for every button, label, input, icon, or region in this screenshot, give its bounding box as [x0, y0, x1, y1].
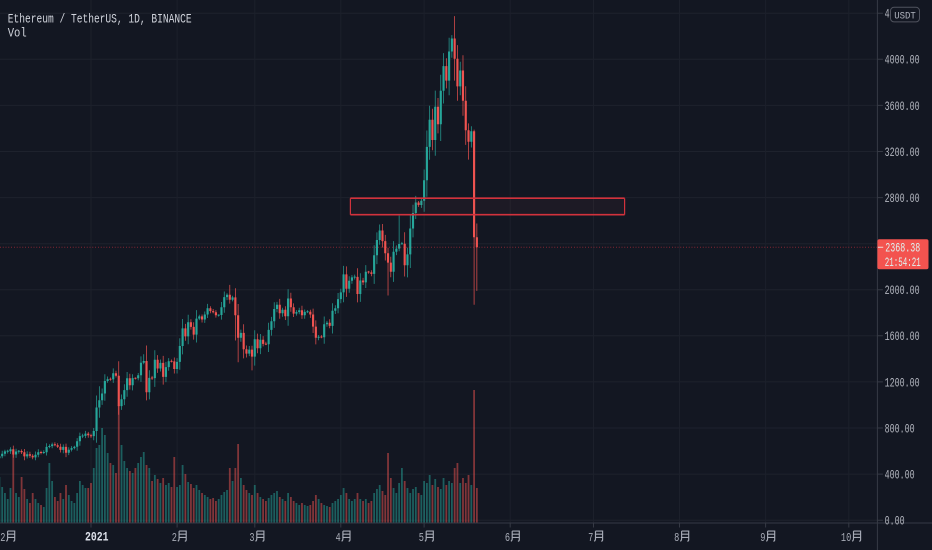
svg-text:2800.00: 2800.00: [885, 191, 920, 206]
svg-text:3: 3: [249, 531, 254, 545]
svg-text:USDT: USDT: [894, 10, 916, 22]
svg-text:3200.00: 3200.00: [885, 145, 920, 160]
svg-text:21:54:21: 21:54:21: [885, 255, 921, 270]
svg-text:2: 2: [172, 531, 177, 545]
svg-text:2368.38: 2368.38: [885, 241, 920, 256]
svg-text:5: 5: [419, 531, 424, 545]
svg-text:4: 4: [335, 531, 340, 545]
svg-text:2: 2: [0, 531, 5, 545]
svg-text:Vol: Vol: [8, 26, 27, 40]
svg-text:1600.00: 1600.00: [885, 329, 920, 344]
svg-text:6: 6: [505, 531, 510, 545]
svg-text:1200.00: 1200.00: [885, 375, 920, 390]
svg-text:0.00: 0.00: [885, 514, 905, 529]
svg-text:10: 10: [841, 531, 851, 545]
svg-text:4: 4: [885, 7, 890, 22]
svg-text:400.00: 400.00: [885, 468, 915, 483]
svg-text:800.00: 800.00: [885, 421, 915, 436]
svg-text:3600.00: 3600.00: [885, 99, 920, 114]
svg-text:9: 9: [760, 531, 765, 545]
svg-text:2000.00: 2000.00: [885, 283, 920, 298]
svg-text:2021: 2021: [85, 531, 109, 545]
svg-text:4000.00: 4000.00: [885, 53, 920, 68]
svg-text:7: 7: [588, 531, 593, 545]
svg-text:8: 8: [674, 531, 679, 545]
svg-text:Ethereum / TetherUS, 1D, BINAN: Ethereum / TetherUS, 1D, BINANCE: [8, 12, 192, 26]
